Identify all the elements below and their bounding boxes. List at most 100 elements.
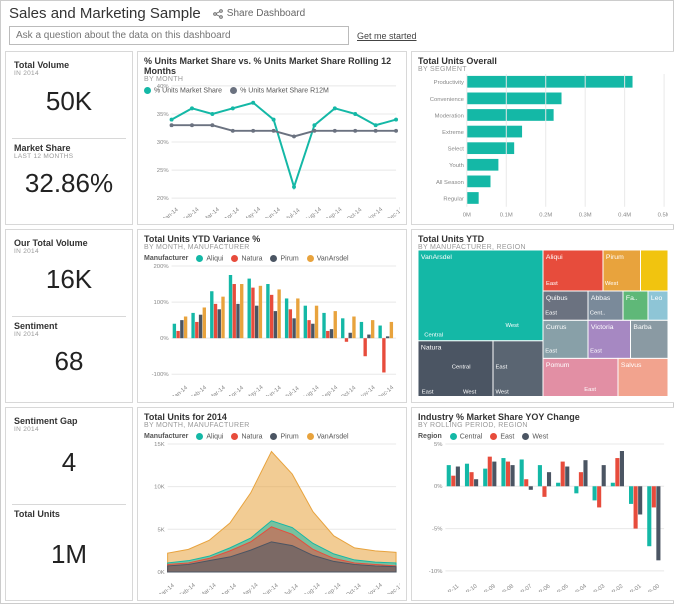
kpi-card: Market Share LAST 12 MONTHS 32.86%	[12, 139, 126, 221]
svg-text:Jul-14: Jul-14	[284, 583, 301, 594]
svg-text:Central: Central	[452, 365, 471, 371]
svg-text:P-02: P-02	[611, 583, 624, 592]
market-share-line-tile[interactable]: % Units Market Share vs. % Units Market …	[137, 51, 407, 225]
kpi-tile-3[interactable]: Sentiment Gap IN 2014 4Total Units 1M	[5, 407, 133, 601]
legend-item: East	[490, 433, 514, 440]
svg-text:Aliqui: Aliqui	[546, 254, 563, 261]
kpi-title: Our Total Volume	[14, 238, 124, 248]
svg-text:Apr-14: Apr-14	[228, 385, 246, 396]
svg-text:Feb-14: Feb-14	[182, 206, 201, 217]
ytd-variance-tile[interactable]: Total Units YTD Variance % BY MONTH, MAN…	[137, 229, 407, 403]
svg-text:Abbas: Abbas	[591, 295, 611, 302]
legend-item: Pirum	[270, 433, 298, 440]
svg-text:-10%: -10%	[429, 569, 443, 575]
get-started-link[interactable]: Get me started	[357, 31, 417, 41]
svg-text:Mar-14: Mar-14	[199, 582, 218, 593]
tile-sub: BY MONTH, MANUFACTURER	[144, 244, 400, 251]
svg-text:Currus: Currus	[546, 324, 567, 331]
svg-text:-100%: -100%	[152, 372, 170, 378]
svg-text:P-09: P-09	[484, 583, 497, 592]
svg-text:Dec-14: Dec-14	[386, 206, 400, 218]
svg-text:Nov-14: Nov-14	[358, 384, 377, 396]
legend: ManufacturerAliquiNaturaPirumVanArsdel	[144, 433, 400, 440]
svg-text:0.4M: 0.4M	[618, 213, 631, 219]
legend: ManufacturerAliquiNaturaPirumVanArsdel	[144, 255, 400, 262]
kpi-card: Sentiment Gap IN 2014 4	[12, 412, 126, 505]
svg-text:25%: 25%	[157, 168, 170, 174]
tile-sub: BY ROLLING PERIOD, REGION	[418, 422, 668, 429]
legend-item: VanArsdel	[307, 433, 349, 440]
svg-text:P-05: P-05	[557, 583, 570, 592]
svg-text:Feb-14: Feb-14	[179, 582, 198, 593]
svg-text:West: West	[506, 323, 520, 329]
tile-title: Total Units YTD Variance %	[144, 234, 400, 244]
svg-text:40%: 40%	[157, 84, 170, 90]
legend-item: Natura	[231, 433, 262, 440]
svg-text:Aug-14: Aug-14	[302, 384, 321, 396]
svg-text:Dec-14: Dec-14	[386, 582, 400, 594]
units-2014-tile[interactable]: Total Units for 2014 BY MONTH, MANUFACTU…	[137, 407, 407, 601]
svg-text:May-14: May-14	[246, 384, 265, 396]
svg-text:Extreme: Extreme	[442, 130, 464, 136]
svg-text:Jul-14: Jul-14	[284, 385, 301, 396]
qa-input[interactable]	[9, 26, 349, 45]
kpi-tile-1[interactable]: Total Volume IN 2014 50KMarket Share LAS…	[5, 51, 133, 225]
share-icon	[213, 9, 223, 19]
svg-text:P-00: P-00	[648, 583, 662, 592]
svg-text:May-14: May-14	[243, 206, 262, 218]
svg-text:Mar-14: Mar-14	[209, 384, 228, 395]
kpi-title: Total Volume	[14, 60, 124, 70]
share-dashboard-button[interactable]: Share Dashboard	[213, 8, 305, 19]
svg-text:P-01: P-01	[629, 583, 642, 592]
svg-text:All Season: All Season	[436, 180, 464, 186]
svg-text:0.1M: 0.1M	[500, 213, 513, 219]
kpi-card: Our Total Volume IN 2014 16K	[12, 234, 126, 317]
kpi-title: Total Units	[14, 509, 124, 519]
kpi-card: Total Units 1M	[12, 505, 126, 597]
svg-text:Mar-14: Mar-14	[203, 206, 222, 217]
svg-text:0M: 0M	[463, 213, 471, 219]
svg-text:-5%: -5%	[432, 527, 442, 533]
legend-item: Aliqui	[196, 433, 223, 440]
svg-text:Victoria: Victoria	[591, 324, 614, 331]
kpi-sub: IN 2014	[14, 331, 124, 338]
svg-text:Sep-14: Sep-14	[325, 206, 344, 218]
yoy-change-tile[interactable]: Industry % Market Share YOY Change BY RO…	[411, 407, 674, 601]
svg-text:5%: 5%	[434, 442, 442, 448]
svg-text:Central: Central	[424, 332, 443, 338]
kpi-value: 4	[12, 447, 126, 478]
svg-text:15K: 15K	[154, 442, 165, 448]
tile-title: % Units Market Share vs. % Units Market …	[144, 56, 400, 76]
svg-text:West: West	[463, 390, 477, 396]
svg-text:Nov-14: Nov-14	[366, 206, 385, 218]
svg-text:10K: 10K	[154, 485, 165, 491]
svg-text:Sep-14: Sep-14	[324, 582, 343, 594]
svg-text:0%: 0%	[160, 336, 169, 342]
kpi-value: 16K	[12, 264, 126, 295]
svg-text:5K: 5K	[157, 527, 164, 533]
svg-text:200%: 200%	[154, 264, 170, 270]
svg-text:Natura: Natura	[421, 345, 442, 352]
units-overall-tile[interactable]: Total Units Overall BY SEGMENT Productiv…	[411, 51, 674, 225]
svg-text:Convenience: Convenience	[430, 97, 464, 103]
dashboard-title: Sales and Marketing Sample	[9, 5, 201, 22]
tile-sub: BY MONTH, MANUFACTURER	[144, 422, 400, 429]
treemap-tile[interactable]: Total Units YTD BY MANUFACTURER, REGION …	[411, 229, 674, 403]
svg-text:Nov-14: Nov-14	[365, 582, 384, 594]
svg-text:0.3M: 0.3M	[579, 213, 592, 219]
svg-text:100%: 100%	[154, 300, 170, 306]
svg-text:West: West	[496, 390, 510, 396]
tile-title: Total Units for 2014	[144, 412, 400, 422]
svg-text:East: East	[496, 365, 508, 371]
svg-text:Jan-14: Jan-14	[158, 582, 176, 593]
tile-title: Total Units Overall	[418, 56, 668, 66]
kpi-sub: IN 2014	[14, 426, 124, 433]
legend-item: West	[522, 433, 548, 440]
svg-text:Productivity: Productivity	[434, 80, 464, 86]
svg-text:P-10: P-10	[465, 583, 479, 592]
kpi-sub: IN 2014	[14, 248, 124, 255]
svg-text:East: East	[422, 390, 434, 396]
svg-text:Sep-14: Sep-14	[321, 384, 340, 396]
kpi-tile-2[interactable]: Our Total Volume IN 2014 16KSentiment IN…	[5, 229, 133, 403]
svg-text:Fa..: Fa..	[626, 295, 638, 302]
